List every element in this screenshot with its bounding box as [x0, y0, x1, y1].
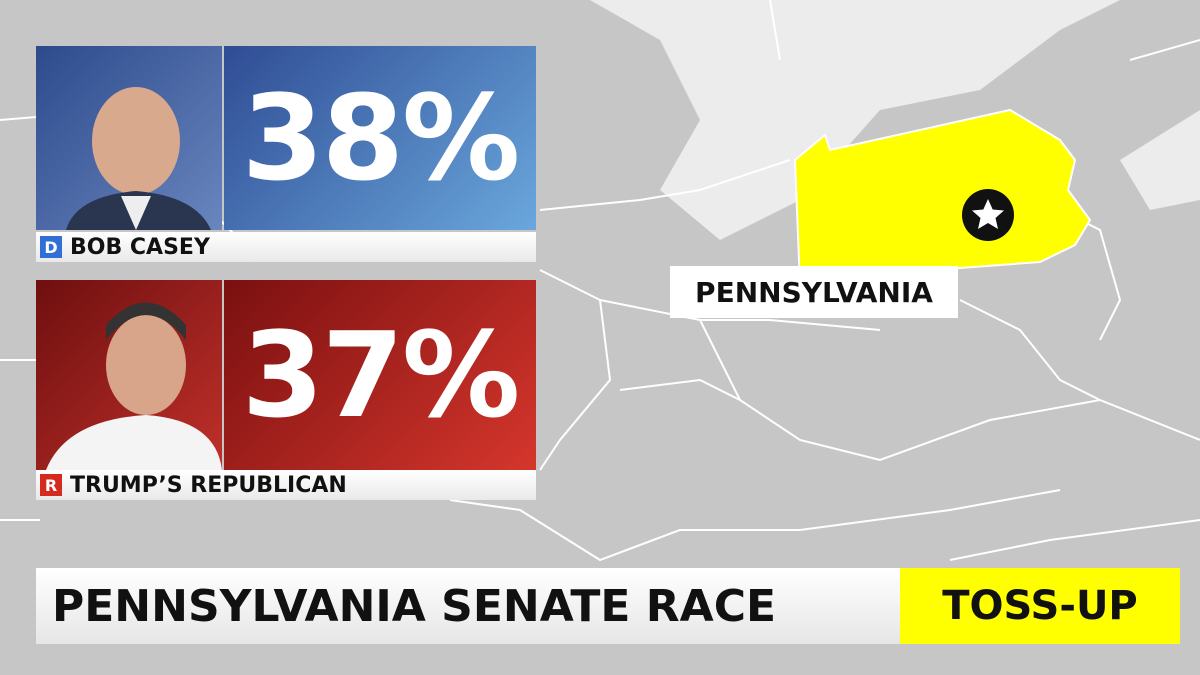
percent: 38% — [224, 46, 536, 230]
candidate-name: TRUMP’S REPUBLICAN — [70, 472, 347, 498]
rating: TOSS-UP — [900, 568, 1180, 644]
candidate-name: BOB CASEY — [70, 234, 210, 260]
party-badge: R — [40, 474, 62, 496]
name-bar: D BOB CASEY — [36, 232, 536, 262]
banner-title: PENNSYLVANIA SENATE RACE — [36, 568, 900, 644]
map-label: PENNSYLVANIA — [670, 266, 958, 318]
candidate-photo — [36, 46, 222, 230]
percent: 37% — [224, 280, 536, 470]
candidate-photo — [36, 280, 222, 470]
party-badge: D — [40, 236, 62, 258]
name-bar: R TRUMP’S REPUBLICAN — [36, 470, 536, 500]
